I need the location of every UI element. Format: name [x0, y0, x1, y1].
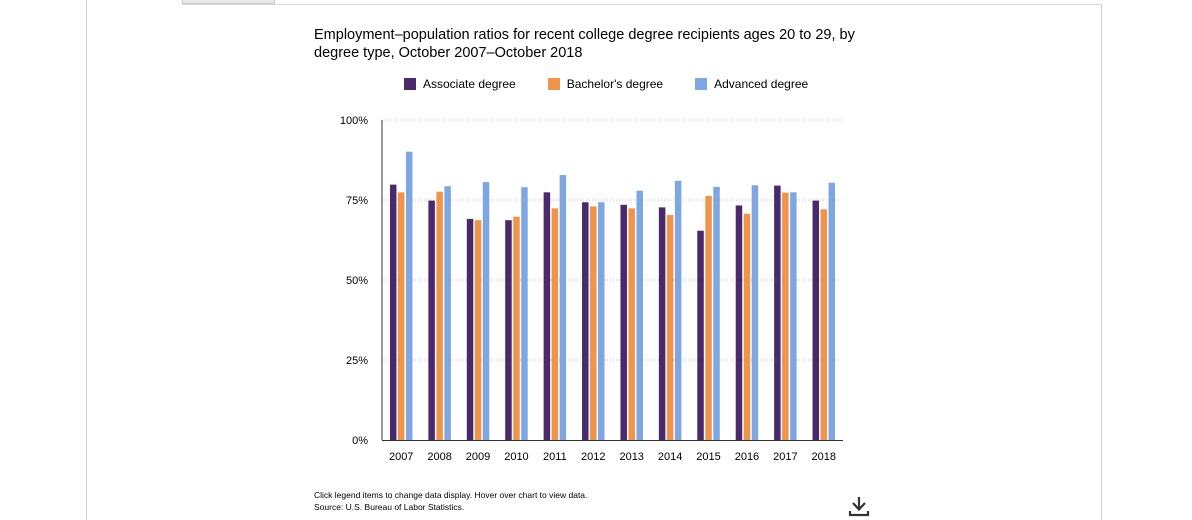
- bar-advanced-degree[interactable]: [636, 190, 643, 440]
- chart-plot[interactable]: 0% 25% 50% 75% 100% 2007 2008 2009 2010 2011 2012 2…: [0, 0, 1192, 480]
- legend-swatch-bachelors: [547, 78, 560, 90]
- x-tick-label: 2007: [389, 451, 413, 463]
- x-tick-label: 2010: [504, 451, 528, 463]
- panel-right-border: [1101, 4, 1102, 520]
- bar-associate-degree[interactable]: [812, 200, 820, 440]
- bar-advanced-degree[interactable]: [559, 175, 567, 441]
- x-tick-label: 2016: [735, 451, 759, 463]
- bar-bachelor-s-degree[interactable]: [628, 208, 635, 440]
- bar-advanced-degree[interactable]: [713, 186, 720, 440]
- source-note: Source: U.S. Bureau of Labor Statistics.: [314, 502, 465, 512]
- legend-item-advanced[interactable]: Advanced degree: [695, 77, 808, 91]
- bar-associate-degree[interactable]: [505, 220, 512, 440]
- bar-advanced-degree[interactable]: [598, 202, 605, 440]
- bar-bachelor-s-degree[interactable]: [666, 215, 674, 440]
- bar-bachelor-s-degree[interactable]: [513, 216, 520, 440]
- panel-top-border: [182, 4, 1102, 5]
- legend-item-bachelors[interactable]: Bachelor's degree: [547, 77, 664, 91]
- legend-label-associate: Associate degree: [423, 77, 516, 91]
- bar-advanced-degree[interactable]: [444, 186, 451, 440]
- bar-associate-degree[interactable]: [466, 218, 474, 440]
- bar-associate-degree[interactable]: [735, 205, 743, 440]
- bar-bachelor-s-degree[interactable]: [782, 192, 789, 440]
- bar-bachelor-s-degree[interactable]: [590, 206, 597, 440]
- bar-bachelor-s-degree[interactable]: [820, 209, 828, 440]
- bar-bachelor-s-degree[interactable]: [397, 192, 405, 440]
- y-tick-label: 25%: [346, 355, 368, 367]
- bar-advanced-degree[interactable]: [674, 180, 682, 441]
- bar-bachelor-s-degree[interactable]: [474, 220, 482, 440]
- legend-label-bachelors: Bachelor's degree: [566, 77, 664, 91]
- bar-advanced-degree[interactable]: [482, 182, 490, 440]
- bar-associate-degree[interactable]: [697, 230, 704, 440]
- chart-title: Employment–population ratios for recent …: [314, 27, 855, 61]
- y-tick-label: 100%: [340, 115, 368, 127]
- x-tick-label: 2015: [696, 451, 720, 463]
- y-tick-label: 50%: [346, 275, 368, 287]
- x-tick-label: 2013: [619, 451, 643, 463]
- bar-bachelor-s-degree[interactable]: [705, 195, 712, 440]
- chart-legend: Associate degree Bachelor's degree Advan…: [404, 76, 808, 92]
- x-tick-label: 2012: [581, 451, 605, 463]
- panel-left-border: [86, 0, 87, 520]
- x-tick-label: 2014: [658, 451, 682, 463]
- bar-advanced-degree[interactable]: [521, 187, 528, 440]
- y-tick-label: 75%: [346, 195, 368, 207]
- x-tick-label: 2011: [543, 451, 567, 463]
- bar-associate-degree[interactable]: [582, 202, 589, 440]
- bar-advanced-degree[interactable]: [790, 192, 797, 440]
- x-tick-label: 2008: [427, 451, 451, 463]
- interaction-note: Click legend items to change data displa…: [314, 490, 588, 500]
- tab-stub[interactable]: [182, 0, 275, 4]
- bar-advanced-degree[interactable]: [751, 185, 759, 440]
- x-tick-label: 2018: [812, 451, 836, 463]
- x-tick-label: 2017: [773, 451, 797, 463]
- y-tick-label: 0%: [352, 435, 368, 447]
- bar-advanced-degree[interactable]: [405, 151, 413, 440]
- x-tick-label: 2009: [466, 451, 490, 463]
- bar-associate-degree[interactable]: [389, 184, 397, 440]
- download-button[interactable]: [848, 494, 870, 518]
- bar-associate-degree[interactable]: [658, 207, 666, 440]
- legend-item-associate[interactable]: Associate degree: [404, 77, 516, 91]
- bar-associate-degree[interactable]: [620, 204, 627, 440]
- bar-associate-degree[interactable]: [543, 192, 551, 440]
- bar-advanced-degree[interactable]: [828, 182, 836, 440]
- bar-associate-degree[interactable]: [428, 200, 435, 440]
- bar-bachelor-s-degree[interactable]: [551, 208, 559, 440]
- bar-bachelor-s-degree[interactable]: [436, 191, 443, 440]
- legend-label-advanced: Advanced degree: [714, 77, 809, 91]
- download-icon: [848, 497, 870, 517]
- legend-swatch-associate: [404, 78, 416, 90]
- bar-bachelor-s-degree[interactable]: [743, 213, 751, 440]
- legend-swatch-advanced: [695, 78, 708, 90]
- bar-associate-degree[interactable]: [774, 185, 781, 440]
